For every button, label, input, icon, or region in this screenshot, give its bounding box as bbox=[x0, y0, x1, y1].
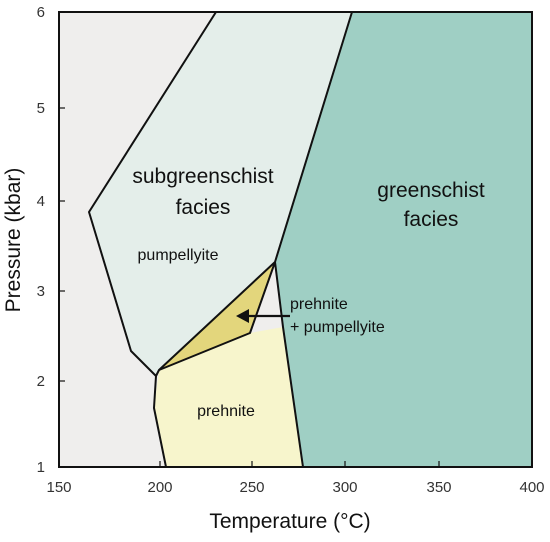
x-tick-label: 400 bbox=[519, 479, 544, 496]
prehnite-pumpellyite-label-line2: + pumpellyite bbox=[290, 319, 385, 336]
y-tick-label: 1 bbox=[37, 459, 45, 476]
x-axis-title: Temperature (°C) bbox=[209, 510, 370, 533]
greenschist-label-line2: facies bbox=[404, 208, 459, 231]
y-tick-label: 3 bbox=[37, 283, 45, 300]
pumpellyite-label: pumpellyite bbox=[138, 247, 219, 264]
prehnite-region bbox=[154, 327, 303, 467]
x-ticks bbox=[58, 461, 533, 467]
subgreenschist-label-line1: subgreenschist bbox=[132, 165, 273, 188]
subgreenschist-region bbox=[89, 12, 352, 376]
subgreenschist-label-line2: facies bbox=[176, 196, 231, 219]
y-tick-label: 4 bbox=[37, 193, 45, 210]
y-tick-label: 6 bbox=[37, 4, 45, 21]
greenschist-label-line1: greenschist bbox=[377, 179, 485, 202]
arrow-icon bbox=[236, 309, 290, 323]
plot-frame bbox=[58, 11, 533, 468]
greenschist-boundary bbox=[274, 261, 304, 468]
prehnite-lower-boundary bbox=[153, 375, 167, 468]
y-axis-title: Pressure (kbar) bbox=[2, 168, 25, 313]
prehnite-label: prehnite bbox=[197, 403, 255, 420]
x-tick-label: 250 bbox=[239, 479, 264, 496]
x-tick-label: 150 bbox=[46, 479, 71, 496]
x-tick-label: 300 bbox=[332, 479, 357, 496]
greenschist-region bbox=[275, 12, 532, 467]
x-tick-label: 200 bbox=[147, 479, 172, 496]
y-tick-label: 2 bbox=[37, 373, 45, 390]
x-tick-label: 350 bbox=[426, 479, 451, 496]
prehnite-pumpellyite-label-line1: prehnite bbox=[290, 296, 348, 313]
prehnite-pumpellyite-boundary bbox=[158, 261, 276, 371]
y-ticks bbox=[59, 11, 65, 468]
y-tick-label: 5 bbox=[37, 100, 45, 117]
